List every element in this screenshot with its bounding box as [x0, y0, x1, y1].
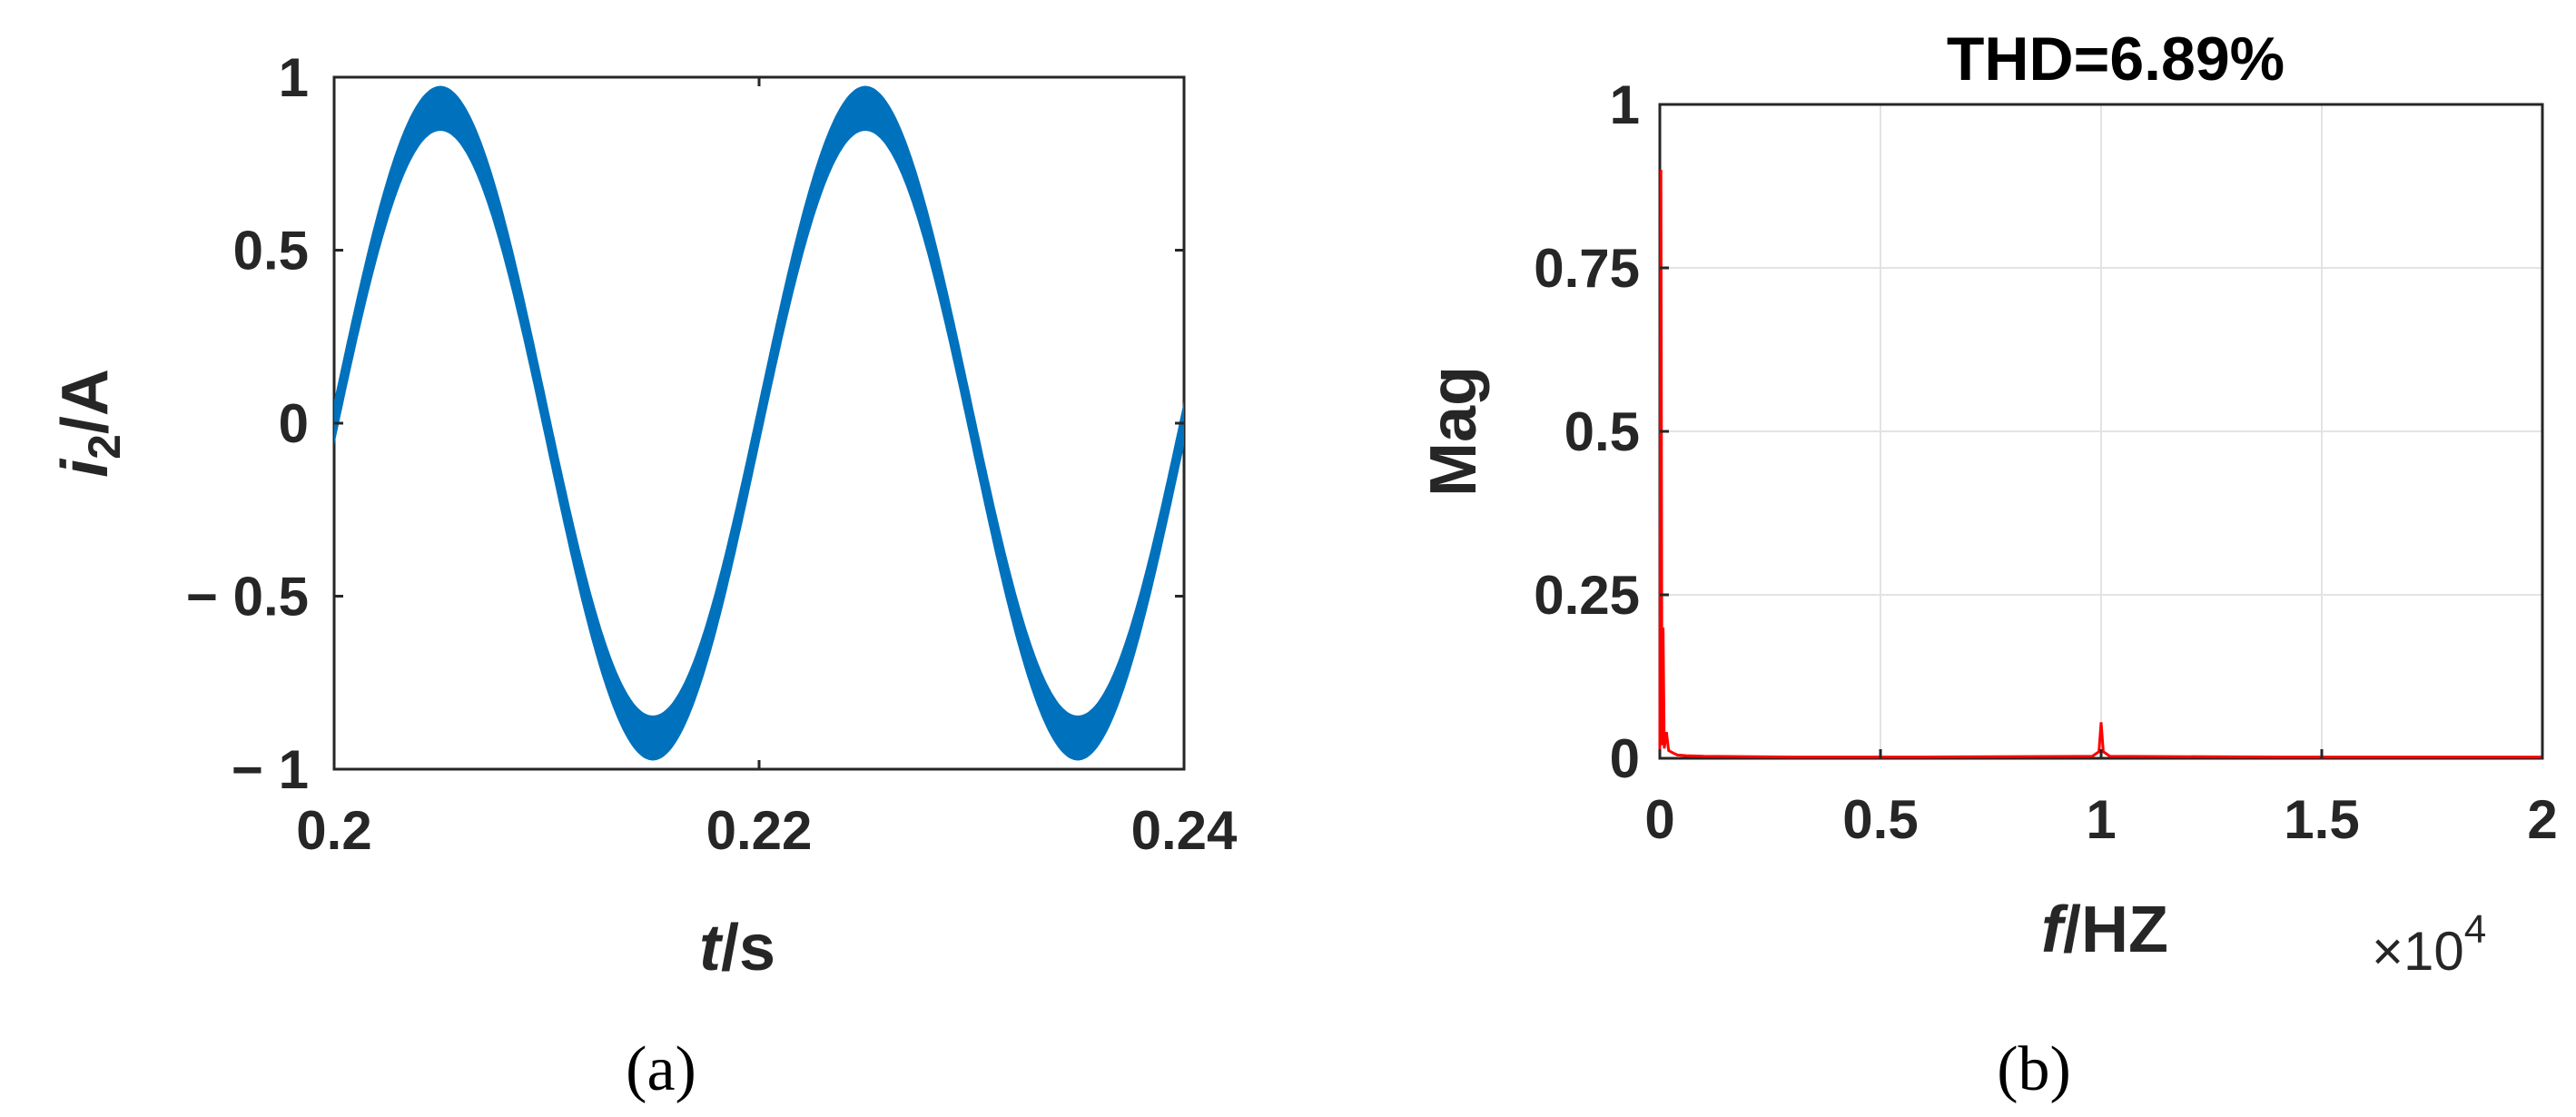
panel-b-x-tick-label: 1 — [2086, 789, 2116, 850]
panel-b-spectrum-line — [1658, 169, 2542, 759]
panel-b-x-unit: /HZ — [2063, 894, 2168, 966]
panel-b-x-tick-labels: 0 0.5 1 1.5 2 — [1644, 789, 2557, 850]
panel-b-x-tick-label: 2 — [2527, 789, 2557, 850]
panel-b-x-exponent-base: ×10 — [2372, 921, 2464, 982]
panel-a-x-var: t — [699, 912, 724, 984]
panel-b-y-tick-labels: 0 0.25 0.5 0.75 1 — [1534, 74, 1640, 789]
panel-a-x-tick-label: 0.2 — [296, 800, 371, 861]
panel-b-x-tick-label: 1.5 — [2284, 789, 2359, 850]
panel-a-y-tick-label: 1 — [279, 47, 309, 108]
panel-b-tick-marks — [1658, 103, 2544, 760]
panel-b-x-tick-label: 0.5 — [1842, 789, 1918, 850]
panel-a: 0.2 0.22 0.24 − 1 − 0.5 0 0.5 1 t/s i2/A (a) — [49, 47, 1238, 1104]
panel-b-x-exponent-power: 4 — [2464, 907, 2486, 952]
panel-b-y-axis-label: Mag — [1417, 366, 1490, 497]
panel-b-x-exponent: ×104 — [2372, 907, 2486, 982]
panel-a-y-tick-label: 0.5 — [233, 221, 309, 282]
panel-b: 0 0.5 1 1.5 2 0 0.25 0.5 0.75 1 THD=6.89% f/HZ ×… — [1417, 25, 2558, 1104]
panel-a-current-waveform — [334, 85, 1184, 761]
panel-a-x-axis-label: t/s — [699, 912, 775, 984]
panel-a-x-tick-label: 0.24 — [1131, 800, 1238, 861]
panel-b-y-tick-label: 0 — [1610, 728, 1640, 789]
panel-a-x-tick-labels: 0.2 0.22 0.24 — [296, 800, 1238, 861]
panel-a-y-var: i — [49, 458, 122, 478]
panel-a-y-unit: /A — [49, 369, 122, 434]
panel-a-caption: (a) — [626, 1034, 696, 1104]
panel-b-y-tick-label: 1 — [1610, 74, 1640, 135]
panel-a-x-tick-label: 0.22 — [706, 800, 813, 861]
panel-b-x-axis-label: f/HZ — [2041, 894, 2168, 966]
panel-b-y-tick-label: 0.25 — [1534, 565, 1640, 626]
panel-a-y-axis-label: i2/A — [49, 369, 130, 478]
panel-a-y-tick-labels: − 1 − 0.5 0 0.5 1 — [186, 47, 309, 800]
panel-a-tick-marks — [332, 75, 1186, 771]
panel-b-y-tick-label: 0.5 — [1564, 401, 1640, 462]
panel-b-grid — [1659, 104, 2543, 759]
panel-a-y-tick-label: 0 — [279, 393, 309, 454]
panel-a-y-tick-label: − 0.5 — [186, 567, 309, 628]
panel-b-y-tick-label: 0.75 — [1534, 238, 1640, 299]
panel-b-title: THD=6.89% — [1947, 25, 2285, 94]
panel-a-y-subscript: 2 — [79, 434, 130, 460]
panel-b-caption: (b) — [1997, 1034, 2071, 1104]
panel-b-x-tick-label: 0 — [1644, 789, 1674, 850]
panel-a-x-unit: /s — [721, 912, 775, 984]
panel-a-y-tick-label: − 1 — [232, 739, 309, 800]
